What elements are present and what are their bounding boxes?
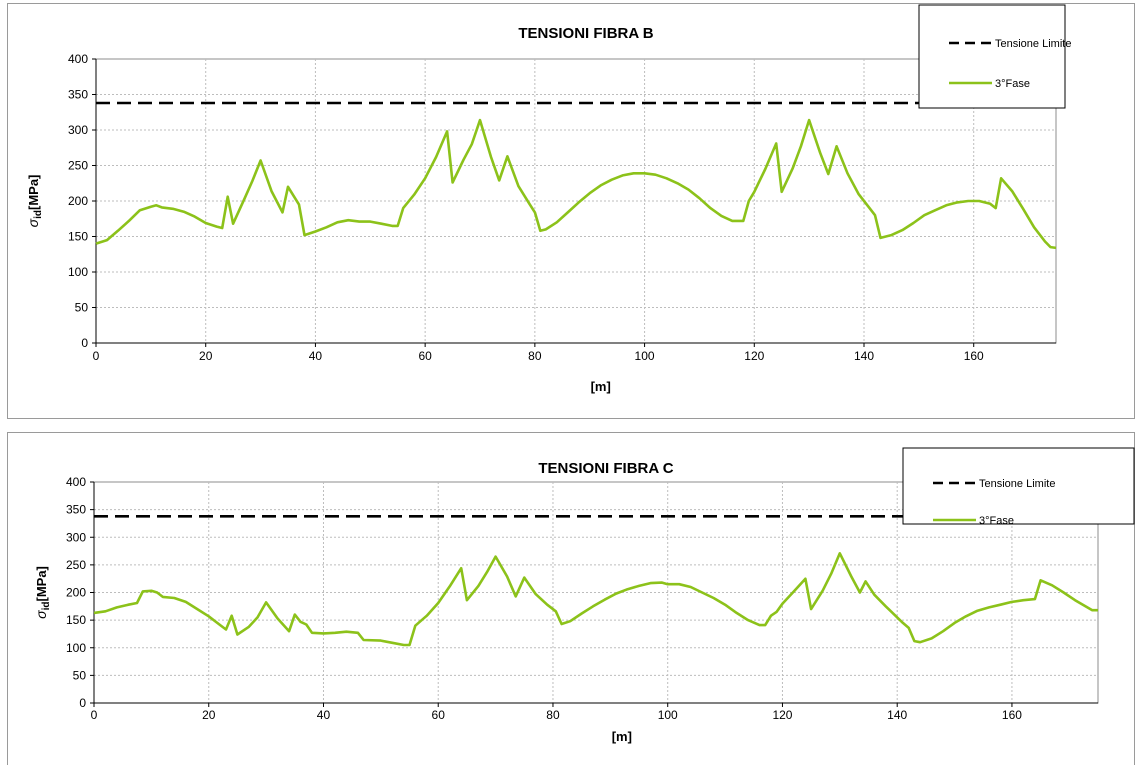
y-axis-label-subscript: id bbox=[33, 210, 44, 219]
y-tick-label: 400 bbox=[66, 475, 86, 489]
y-tick-label: 300 bbox=[66, 530, 86, 544]
x-axis-label: [m] bbox=[612, 729, 632, 744]
y-tick-label: 400 bbox=[68, 52, 88, 66]
legend-box bbox=[918, 4, 1066, 109]
y-tick-label: 300 bbox=[68, 123, 88, 137]
x-axis-label: [m] bbox=[591, 379, 611, 394]
x-tick-label: 60 bbox=[418, 349, 432, 363]
y-tick-label: 100 bbox=[68, 265, 88, 279]
y-tick-label: 350 bbox=[66, 503, 86, 517]
y-tick-label: 150 bbox=[68, 230, 88, 244]
x-tick-label: 80 bbox=[546, 708, 560, 722]
legend-entry-label: Tensione Limite bbox=[995, 38, 1071, 50]
y-axis-label-unit: [MPa] bbox=[26, 175, 41, 210]
chart-panel-fibra-b: 0 50 100 150 200 250 300 350 400 0 20 40 60 80 100 120 1… bbox=[7, 3, 1135, 419]
y-tick-label: 0 bbox=[79, 696, 86, 710]
legend-entry-label: 3°Fase bbox=[995, 78, 1030, 90]
x-tick-label: 120 bbox=[772, 708, 792, 722]
x-tick-label: 160 bbox=[1002, 708, 1022, 722]
legend-box bbox=[902, 447, 1135, 525]
y-axis-label-unit: [MPa] bbox=[34, 566, 49, 601]
y-tick-label: 50 bbox=[75, 301, 89, 315]
series-line bbox=[93, 552, 1098, 647]
x-tick-label: 80 bbox=[528, 349, 542, 363]
series-line bbox=[95, 118, 1057, 250]
x-tick-label: 40 bbox=[309, 349, 323, 363]
y-axis-label: σid[MPa] bbox=[33, 566, 52, 619]
x-tick-label: 100 bbox=[658, 708, 678, 722]
x-tick-label: 60 bbox=[432, 708, 446, 722]
y-tick-label: 350 bbox=[68, 88, 88, 102]
y-axis-label-symbol: σ bbox=[25, 218, 41, 227]
x-tick-label: 40 bbox=[317, 708, 331, 722]
x-tick-label: 0 bbox=[93, 349, 100, 363]
legend-entry-label: 3°Fase bbox=[979, 515, 1014, 527]
y-tick-label: 150 bbox=[66, 613, 86, 627]
y-axis-label-subscript: id bbox=[41, 602, 52, 611]
x-tick-label: 20 bbox=[199, 349, 213, 363]
legend-entry-label: Tensione Limite bbox=[979, 478, 1055, 490]
x-tick-label: 100 bbox=[635, 349, 655, 363]
chart-panel-fibra-c: 0 50 100 150 200 250 300 350 400 0 20 40 60 80 100 120 1… bbox=[7, 432, 1135, 765]
x-tick-label: 0 bbox=[91, 708, 98, 722]
x-tick-label: 20 bbox=[202, 708, 216, 722]
chart-fibra-c: 0 50 100 150 200 250 300 350 400 0 20 40 60 80 100 120 1… bbox=[33, 447, 1135, 744]
y-tick-label: 200 bbox=[68, 194, 88, 208]
y-tick-label: 100 bbox=[66, 641, 86, 655]
x-tick-label: 160 bbox=[964, 349, 984, 363]
y-tick-label: 250 bbox=[66, 558, 86, 572]
chart-title: TENSIONI FIBRA C bbox=[538, 460, 673, 477]
y-tick-label: 250 bbox=[68, 159, 88, 173]
x-tick-label: 140 bbox=[887, 708, 907, 722]
chart-title: TENSIONI FIBRA B bbox=[518, 25, 653, 42]
x-tick-label: 140 bbox=[854, 349, 874, 363]
y-tick-label: 200 bbox=[66, 586, 86, 600]
y-tick-label: 50 bbox=[73, 668, 87, 682]
chart-fibra-b: 0 50 100 150 200 250 300 350 400 0 20 40 60 80 100 120 1… bbox=[25, 4, 1071, 394]
x-tick-label: 120 bbox=[744, 349, 764, 363]
y-axis-label-symbol: σ bbox=[33, 610, 49, 619]
y-axis-label: σid[MPa] bbox=[25, 175, 44, 228]
y-tick-label: 0 bbox=[81, 336, 88, 350]
